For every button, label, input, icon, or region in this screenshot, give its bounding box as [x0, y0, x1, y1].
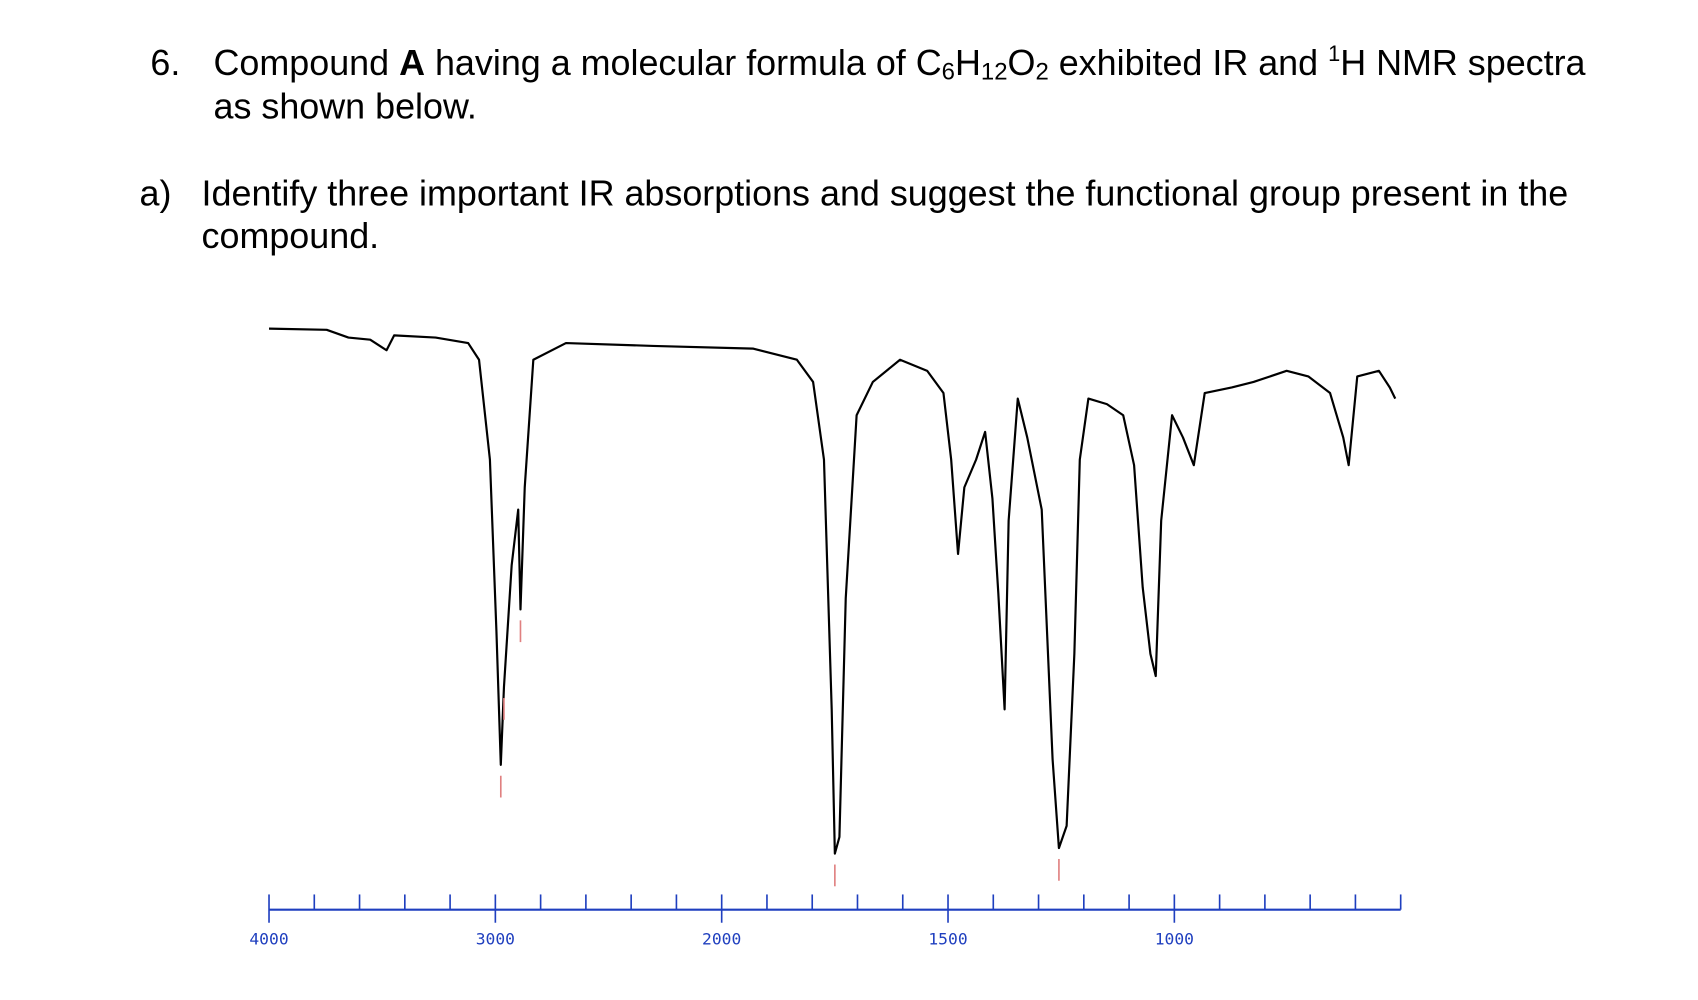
spectrum-line: [268, 327, 1397, 855]
formula: C: [916, 43, 942, 83]
part-text: Identify three important IR absorptions …: [202, 174, 1569, 214]
question-line: as shown below.: [214, 87, 477, 127]
question-line: Compound A having a molecular formula of…: [214, 41, 1586, 85]
part-text: compound.: [202, 216, 380, 256]
formula: H: [955, 43, 981, 83]
question-number: 6.: [150, 43, 180, 83]
subscript: 6: [942, 58, 955, 85]
subscript: 2: [1035, 58, 1048, 85]
text: H NMR spectra: [1340, 43, 1585, 83]
ir-spectrum: 4000 3000 2000 1500 1000: [249, 327, 1402, 949]
x-tick-label: 4000: [249, 930, 288, 949]
subscript: 12: [981, 58, 1008, 85]
formula: O: [1008, 43, 1036, 83]
x-tick-label: 2000: [702, 930, 741, 949]
x-tick-label: 1000: [1155, 930, 1194, 949]
compound-label: A: [399, 43, 425, 83]
x-tick-label: 1500: [928, 930, 967, 949]
text: exhibited IR and: [1049, 43, 1328, 83]
x-tick-label: 3000: [476, 930, 515, 949]
part-label: a): [140, 174, 172, 214]
superscript: 1: [1328, 41, 1340, 66]
text: Compound: [214, 43, 400, 83]
text: having a molecular formula of: [425, 43, 916, 83]
